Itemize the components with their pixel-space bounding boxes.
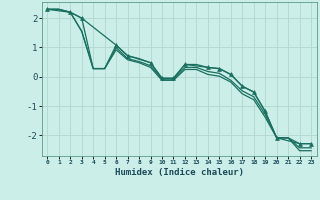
X-axis label: Humidex (Indice chaleur): Humidex (Indice chaleur) xyxy=(115,168,244,177)
